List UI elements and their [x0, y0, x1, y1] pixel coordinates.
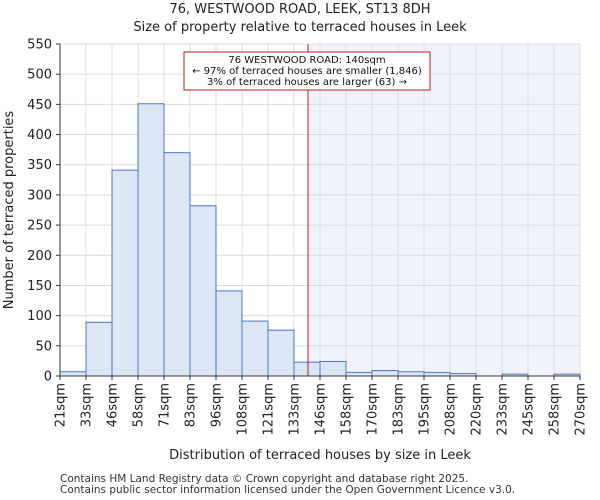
histogram-bar — [85, 321, 113, 377]
y-tick-label: 450 — [27, 98, 52, 113]
y-axis-label: Number of terraced properties — [2, 111, 17, 310]
y-tick-label: 100 — [27, 309, 52, 324]
x-tick-label: 58sqm — [132, 383, 147, 427]
histogram-bar — [111, 169, 139, 377]
histogram-bar — [319, 361, 347, 377]
x-tick-label: 121sqm — [262, 383, 277, 436]
histogram-bar — [371, 370, 399, 377]
histogram-bar — [189, 205, 217, 377]
histogram-bar — [163, 152, 191, 377]
x-tick-label: 270sqm — [574, 383, 589, 436]
x-tick-label: 158sqm — [340, 383, 355, 436]
x-tick-label: 258sqm — [548, 383, 563, 436]
histogram-bar — [137, 103, 165, 377]
chart-title: 76, WESTWOOD ROAD, LEEK, ST13 8DH — [169, 2, 431, 17]
x-tick-label: 195sqm — [418, 383, 433, 436]
annotation-line: 76 WESTWOOD ROAD: 140sqm — [228, 55, 385, 66]
x-tick-label: 220sqm — [470, 383, 485, 436]
x-tick-label: 108sqm — [236, 383, 251, 436]
x-tick-label: 183sqm — [392, 383, 407, 436]
x-tick-label: 133sqm — [288, 383, 303, 436]
y-tick-label: 0 — [44, 370, 52, 385]
y-tick-label: 200 — [27, 249, 52, 264]
chart-subtitle: Size of property relative to terraced ho… — [133, 20, 467, 35]
annotation-line: 3% of terraced houses are larger (63) → — [207, 77, 407, 88]
x-tick-label: 208sqm — [444, 383, 459, 436]
y-tick-label: 150 — [27, 279, 52, 294]
histogram-bar — [423, 371, 451, 377]
y-tick-label: 350 — [27, 158, 52, 173]
x-tick-label: 71sqm — [158, 383, 173, 427]
x-tick-label: 233sqm — [496, 383, 511, 436]
footer-line-1: Contains HM Land Registry data © Crown c… — [60, 473, 469, 485]
histogram-bar — [59, 371, 87, 377]
histogram-bar — [397, 371, 425, 377]
x-tick-label: 245sqm — [522, 383, 537, 436]
histogram-bar — [267, 329, 295, 377]
x-tick-label: 146sqm — [314, 383, 329, 436]
y-tick-label: 400 — [27, 128, 52, 143]
x-tick-label: 96sqm — [210, 383, 225, 427]
x-tick-label: 46sqm — [106, 383, 121, 427]
y-tick-label: 50 — [35, 339, 52, 354]
x-tick-label: 33sqm — [80, 383, 95, 427]
highlight-region — [308, 44, 580, 376]
histogram-bar — [215, 290, 243, 377]
annotation-line: ← 97% of terraced houses are smaller (1,… — [192, 66, 422, 77]
y-tick-label: 550 — [27, 38, 52, 53]
y-tick-label: 500 — [27, 68, 52, 83]
x-axis-label: Distribution of terraced houses by size … — [169, 448, 471, 463]
x-tick-label: 21sqm — [54, 383, 69, 427]
y-tick-label: 300 — [27, 188, 52, 203]
annotation-box — [183, 51, 431, 91]
x-tick-label: 170sqm — [366, 383, 381, 436]
histogram-bar — [345, 371, 373, 377]
y-tick-label: 250 — [27, 219, 52, 234]
footer-line-2: Contains public sector information licen… — [60, 484, 516, 496]
x-tick-label: 83sqm — [184, 383, 199, 427]
histogram-bar — [293, 361, 321, 377]
histogram-bar — [241, 320, 269, 377]
